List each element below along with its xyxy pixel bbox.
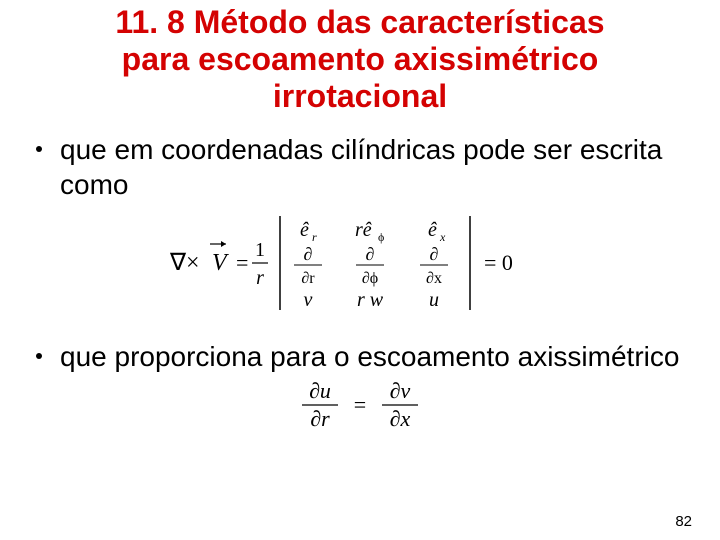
title-line-2: para escoamento axissimétrico — [122, 41, 599, 77]
svg-text:=: = — [236, 250, 248, 275]
svg-text:∂ϕ: ∂ϕ — [362, 270, 378, 287]
equation-partial-svg: ∂u ∂r = ∂v ∂x — [280, 378, 440, 434]
bullet-1-text: que em coordenadas cilíndricas pode ser … — [60, 132, 692, 202]
bullet-2-text: que proporciona para o escoamento axissi… — [60, 339, 692, 374]
eq1-vec: V — [212, 250, 229, 276]
svg-text:v: v — [304, 289, 313, 311]
eq2-den-r: ∂x — [390, 406, 411, 431]
svg-text:ϕ: ϕ — [378, 230, 384, 244]
eq1-frac-den: r — [256, 267, 264, 289]
eq2-eq: = — [354, 392, 366, 417]
eq1-row3: v r w u — [304, 289, 439, 311]
svg-text:∂: ∂ — [304, 244, 313, 264]
svg-text:ê: ê — [428, 219, 437, 241]
eq2-num-r: ∂v — [390, 378, 411, 403]
vector-arrow-head-icon — [221, 241, 226, 247]
bullet-marker-icon — [36, 353, 42, 359]
title-line-3: irrotacional — [273, 78, 447, 114]
svg-text:∂: ∂ — [430, 244, 439, 264]
eq2-den-l: ∂r — [310, 406, 330, 431]
eq1-rhs: = 0 — [484, 250, 513, 275]
svg-text:rê: rê — [355, 219, 372, 241]
bullet-2: que proporciona para o escoamento axissi… — [0, 339, 720, 374]
page-number: 82 — [675, 513, 692, 530]
equation-curl-svg: ∇× V = 1 r ê r rê ϕ ê x — [170, 208, 550, 318]
eq1-row1: ê r rê ϕ ê x — [300, 219, 446, 244]
equation-curl: ∇× V = 1 r ê r rê ϕ ê x — [0, 208, 720, 323]
svg-text:ê: ê — [300, 219, 309, 241]
eq1-row2: ∂ ∂r ∂ ∂ϕ ∂ ∂x — [294, 244, 448, 287]
slide-title: 11. 8 Método das características para es… — [0, 0, 720, 114]
svg-text:∂r: ∂r — [301, 270, 315, 287]
bullet-marker-icon — [36, 146, 42, 152]
eq1-frac-num: 1 — [255, 239, 265, 261]
eq2-num-l: ∂u — [309, 378, 331, 403]
svg-text:r w: r w — [357, 289, 384, 311]
svg-text:∂: ∂ — [366, 244, 375, 264]
title-line-1: 11. 8 Método das características — [115, 4, 604, 40]
svg-text:x: x — [439, 230, 446, 244]
svg-text:∂x: ∂x — [426, 270, 442, 287]
bullet-1: que em coordenadas cilíndricas pode ser … — [0, 132, 720, 202]
eq1-nabla: ∇× — [170, 250, 200, 276]
equation-partial: ∂u ∂r = ∂v ∂x — [0, 378, 720, 439]
svg-text:u: u — [429, 289, 439, 311]
svg-text:r: r — [312, 230, 317, 244]
